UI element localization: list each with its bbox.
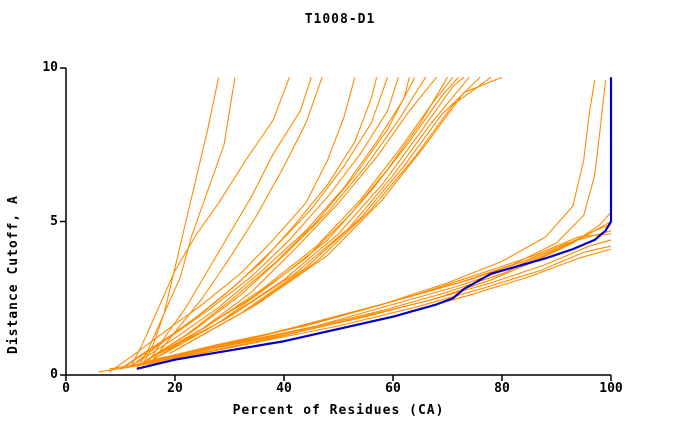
y-tick-label-10: 10: [42, 60, 58, 75]
series-line-model-09: [131, 77, 399, 367]
series-line-model-28: [109, 245, 612, 370]
x-tick-label-80: 80: [494, 381, 510, 396]
series-line-model-20: [174, 76, 492, 351]
x-tick-label-0: 0: [62, 381, 70, 396]
series-line-model-23: [136, 221, 612, 367]
series-line-model-08: [125, 77, 389, 367]
series-line-model-03: [130, 77, 290, 367]
series-line-model-31: [142, 80, 596, 364]
y-tick-label-5: 5: [50, 214, 58, 229]
series-line-model-21: [174, 76, 503, 351]
series-line-model-13: [152, 76, 438, 361]
x-tick-label-60: 60: [385, 381, 401, 396]
series-line-model-10: [136, 77, 410, 364]
series-line-model-15: [147, 76, 454, 361]
series-line-highlighted-model: [136, 77, 613, 370]
x-tick-label-100: 100: [599, 381, 623, 396]
series-line-model-17: [158, 76, 465, 358]
series-line-model-04: [147, 77, 312, 364]
series-line-model-05: [152, 77, 323, 360]
y-tick-label-0: 0: [50, 367, 58, 382]
series-line-model-16: [152, 76, 459, 358]
x-tick-label-40: 40: [276, 381, 292, 396]
x-tick-label-20: 20: [167, 381, 183, 396]
series-line-model-06: [109, 77, 356, 373]
x-axis-label: Percent of Residues (CA): [232, 403, 445, 418]
series-line-model-12: [147, 76, 427, 361]
series-line-model-01: [141, 77, 220, 367]
series-line-model-11: [142, 76, 416, 364]
series-line-model-22: [131, 211, 612, 367]
series-line-model-27: [120, 239, 612, 370]
chart-title: T1008-D1: [304, 12, 376, 27]
series-line-model-24: [142, 224, 612, 364]
